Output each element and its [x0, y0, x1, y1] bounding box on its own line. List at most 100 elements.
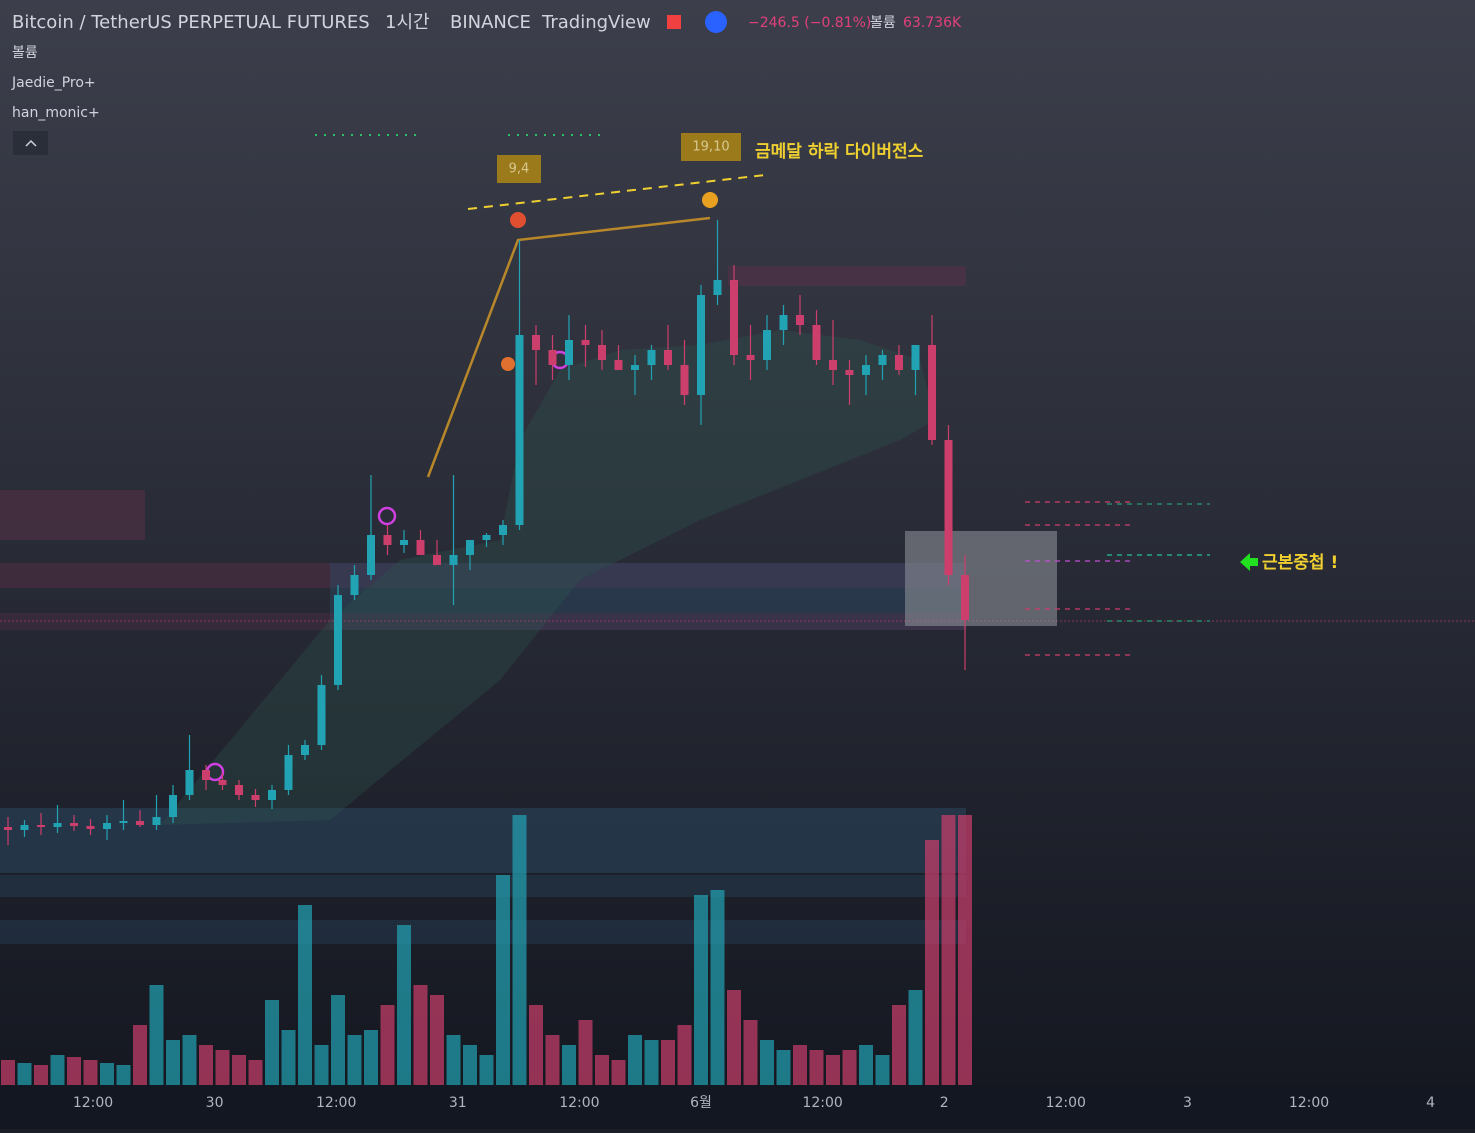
volume-bar	[743, 1020, 758, 1085]
volume-bar	[166, 1040, 180, 1085]
volume-bar	[397, 925, 411, 1085]
tag: 9,4	[509, 162, 530, 177]
x-tick-label: 12:00	[559, 1095, 599, 1111]
volume-bar	[83, 1060, 98, 1085]
candle-body	[20, 825, 29, 830]
volume-bar	[281, 1030, 296, 1085]
volume-bar	[298, 905, 312, 1085]
candle-body	[664, 350, 672, 365]
collapse-button[interactable]	[13, 131, 48, 155]
volume-bar	[347, 1035, 362, 1085]
volume-bar	[644, 1040, 659, 1085]
candle-body	[532, 335, 540, 350]
indicator[interactable]: Jaedie_Pro+	[11, 75, 96, 91]
x-tick-label: 3	[1183, 1095, 1192, 1111]
volume-bar	[512, 815, 527, 1085]
x-tick-label: 2	[940, 1095, 949, 1111]
candle-body	[862, 365, 870, 375]
candle-body	[680, 365, 689, 395]
x-tick-label: 12:00	[316, 1095, 356, 1111]
volume-bar	[826, 1055, 840, 1085]
candle-body	[779, 315, 788, 330]
change: −246.5 (−0.81%)	[748, 15, 871, 31]
volume-bar	[479, 1055, 494, 1085]
volume-bar	[265, 1000, 279, 1085]
candle-body	[416, 540, 425, 555]
volume-bar	[562, 1045, 576, 1085]
volume-bar	[17, 1063, 32, 1085]
background	[0, 0, 1475, 1085]
volume-bar	[496, 875, 510, 1085]
volume-bar	[100, 1063, 114, 1085]
volume-bar	[34, 1065, 48, 1085]
candle-body	[301, 745, 309, 755]
volume-bar	[199, 1045, 213, 1085]
candle-body	[895, 355, 903, 370]
flag[interactable]	[667, 15, 681, 29]
candle-body	[53, 823, 62, 827]
indicator[interactable]: 볼륨	[12, 45, 38, 61]
x-tick-label: 4	[1426, 1095, 1435, 1111]
candle-body	[598, 345, 606, 360]
candle-body	[631, 365, 639, 370]
x-tick-label: 30	[206, 1095, 224, 1111]
indicator[interactable]: han_monic+	[12, 105, 100, 121]
candle-body	[119, 821, 128, 823]
candle-body	[796, 315, 804, 325]
candle-body	[482, 535, 491, 540]
volume-bar	[149, 985, 164, 1085]
volume-bar	[677, 1025, 692, 1085]
volume-bar	[760, 1040, 774, 1085]
x-tick-label: 12:00	[1289, 1095, 1329, 1111]
volume-bar	[661, 1040, 675, 1085]
volume-bar	[215, 1050, 230, 1085]
candle-body	[581, 340, 590, 345]
volume-bar	[67, 1057, 81, 1085]
candle-body	[944, 440, 953, 575]
volume-bar	[611, 1060, 626, 1085]
candle-body	[350, 575, 359, 595]
candle-body	[614, 360, 623, 370]
candle-body	[284, 755, 293, 790]
candle-body	[730, 280, 738, 355]
volume-bar	[1, 1060, 15, 1085]
x-tick-label: 12:00	[802, 1095, 842, 1111]
volume-bar	[809, 1050, 824, 1085]
volume-bar	[595, 1055, 609, 1085]
candle-body	[697, 295, 705, 395]
volume-bar	[710, 890, 725, 1085]
exchange: BINANCE	[450, 12, 531, 33]
candle-body	[713, 280, 722, 295]
x-tick-label: 6월	[690, 1095, 712, 1111]
volume-bar	[133, 1025, 147, 1085]
volume-bar	[628, 1035, 642, 1085]
volume-bar	[50, 1055, 65, 1085]
volume-bar	[413, 985, 428, 1085]
candle-body	[202, 770, 210, 780]
volume-bar	[727, 990, 741, 1085]
candle-body	[334, 595, 342, 685]
candle-body	[218, 780, 227, 785]
volume-bar	[463, 1045, 477, 1085]
candle-body	[565, 340, 573, 365]
volume-bar	[875, 1055, 890, 1085]
volume-bar	[925, 840, 939, 1085]
candle-body	[136, 821, 144, 825]
candle-body	[268, 790, 276, 800]
candle-body	[70, 823, 78, 826]
x-tick-label: 12:00	[73, 1095, 113, 1111]
volume-bar	[116, 1065, 131, 1085]
volume-bar	[529, 1005, 543, 1085]
volume-bar	[232, 1055, 246, 1085]
candle-body	[961, 575, 969, 620]
candle-body	[449, 555, 458, 565]
symbol: Bitcoin / TetherUS PERPETUAL FUTURES	[12, 12, 370, 33]
replay-button[interactable]	[705, 11, 727, 33]
candle-body	[763, 330, 771, 360]
candle-body	[235, 785, 243, 795]
x-tick-label: 12:00	[1046, 1095, 1086, 1111]
volume-bar	[380, 1005, 395, 1085]
volume-label: 볼륨	[870, 15, 896, 31]
candle-body	[878, 355, 887, 365]
candle-body	[251, 795, 260, 800]
